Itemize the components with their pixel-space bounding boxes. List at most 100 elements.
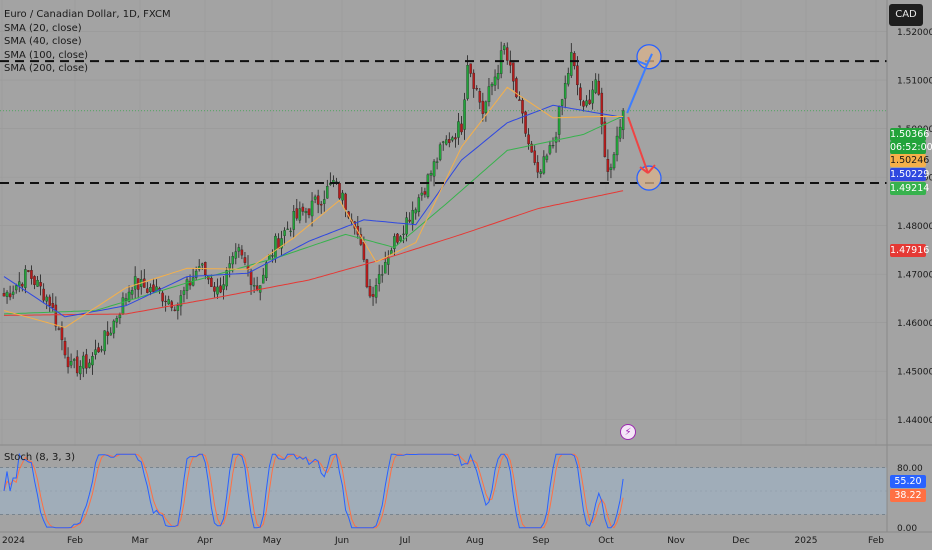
- candle: [149, 287, 152, 293]
- legend-sma100[interactable]: SMA (100, close): [4, 49, 88, 61]
- candle: [63, 341, 67, 356]
- candle: [118, 314, 122, 319]
- candle: [75, 356, 79, 374]
- candle: [252, 285, 256, 287]
- candle: [219, 285, 222, 293]
- candle: [591, 89, 594, 104]
- candle: [5, 291, 9, 297]
- candle: [438, 144, 442, 160]
- candle: [72, 359, 76, 361]
- candle: [542, 156, 546, 174]
- y-tick-label: 1.44000: [897, 416, 932, 426]
- candle: [460, 123, 463, 133]
- candle: [518, 99, 521, 101]
- candle: [490, 83, 494, 87]
- candle: [606, 158, 610, 172]
- y-tick-label: 1.46000: [897, 319, 932, 329]
- candle: [322, 199, 326, 204]
- candle: [152, 284, 155, 292]
- y-tick-label: 1.45000: [897, 368, 932, 378]
- candle: [457, 121, 460, 138]
- candle: [240, 249, 244, 256]
- candle: [579, 87, 582, 101]
- candle: [521, 100, 524, 114]
- sma20-line: [3, 86, 624, 329]
- arrow-head-up: [636, 53, 653, 66]
- candle: [573, 53, 576, 67]
- candle: [124, 298, 128, 301]
- candle: [271, 255, 274, 257]
- legend-sma200[interactable]: SMA (200, close): [4, 63, 88, 74]
- candle: [213, 286, 216, 292]
- candle: [530, 143, 533, 153]
- candle: [387, 256, 390, 265]
- arrow-head-down: [639, 164, 656, 174]
- symbol-title: Euro / Canadian Dollar, 1D, FXCM: [4, 9, 171, 20]
- candle: [380, 274, 384, 276]
- candle: [576, 65, 579, 86]
- stoch-legend[interactable]: Stoch (8, 3, 3): [4, 452, 76, 463]
- candle: [30, 270, 33, 279]
- y-tick-label: 1.48000: [897, 222, 932, 232]
- x-tick-label: Feb: [67, 536, 83, 546]
- candle: [51, 303, 55, 308]
- candle: [432, 161, 436, 177]
- candle: [603, 121, 607, 157]
- x-tick-label: Oct: [598, 536, 614, 546]
- candle: [249, 271, 253, 285]
- x-tick-label: Jun: [334, 536, 349, 546]
- candle: [463, 99, 466, 130]
- candle: [475, 88, 478, 90]
- candle: [316, 195, 320, 205]
- candle: [24, 269, 27, 288]
- candle: [231, 256, 234, 265]
- candle: [79, 365, 82, 375]
- chart-legend: Euro / Canadian Dollar, 1D, FXCM SMA (20…: [4, 8, 171, 76]
- x-tick-label: Feb: [868, 536, 884, 546]
- candle: [39, 282, 42, 287]
- candle: [170, 301, 173, 308]
- candle: [618, 126, 622, 139]
- candle: [48, 296, 52, 306]
- candle: [560, 99, 564, 106]
- candle: [341, 192, 344, 201]
- candle: [585, 100, 588, 106]
- candle: [109, 332, 113, 336]
- stoch-tick-0: 0.00: [897, 524, 917, 534]
- legend-sma40[interactable]: SMA (40, close): [4, 36, 82, 47]
- candle: [210, 277, 213, 287]
- candle: [94, 349, 97, 355]
- candle: [243, 257, 247, 263]
- candle: [612, 154, 616, 169]
- candle: [393, 236, 396, 249]
- candle: [399, 236, 402, 241]
- candle: [42, 288, 45, 301]
- candle: [283, 230, 286, 236]
- candle: [469, 63, 472, 74]
- lightning-icon[interactable]: ⚡: [620, 424, 636, 440]
- x-tick-label: Nov: [667, 536, 685, 546]
- candle: [11, 291, 15, 295]
- stoch-k-label: 55.20: [890, 475, 926, 488]
- candle: [265, 262, 268, 279]
- candle: [515, 78, 518, 98]
- legend-sma20[interactable]: SMA (20, close): [4, 22, 82, 34]
- candle: [444, 139, 448, 145]
- candle: [234, 251, 238, 259]
- candle: [615, 135, 619, 156]
- candle: [371, 294, 375, 297]
- candle: [179, 295, 183, 307]
- candle: [502, 45, 506, 51]
- candle: [570, 52, 573, 76]
- projection-arrow-up: [626, 64, 648, 114]
- candle: [429, 173, 433, 176]
- candle: [228, 263, 231, 269]
- candle: [82, 355, 85, 369]
- candle: [130, 290, 134, 295]
- currency-button[interactable]: CAD: [889, 4, 923, 26]
- candle: [307, 208, 311, 216]
- candle: [383, 261, 387, 274]
- candle: [402, 233, 405, 235]
- candle: [54, 304, 58, 327]
